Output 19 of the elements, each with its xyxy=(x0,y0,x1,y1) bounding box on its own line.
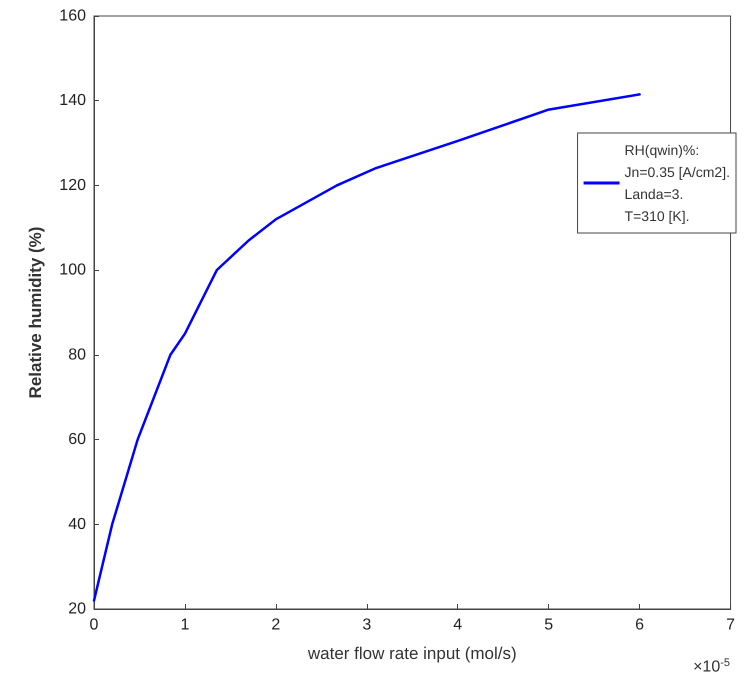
x-tick-label: 2 xyxy=(271,616,280,634)
y-tick-label: 100 xyxy=(59,262,86,279)
x-tick-label: 4 xyxy=(453,616,462,634)
y-axis-title: Relative humidity (%) xyxy=(26,226,45,398)
y-tick-label: 120 xyxy=(59,176,86,194)
y-tick-label: 20 xyxy=(68,600,86,618)
legend-label: RH(qwin)%: Jn=0.35 [A/cm2]. Landa=3. T=310 [K]. xyxy=(624,142,730,224)
y-tick-label: 40 xyxy=(68,516,86,533)
x-axis-title: water flow rate input (mol/s) xyxy=(306,644,517,663)
x-tick-label: 1 xyxy=(180,616,190,634)
y-tick-label: 160 xyxy=(59,8,86,24)
y-tick-label: 80 xyxy=(68,346,86,364)
x-tick-label: 0 xyxy=(90,616,99,634)
x-tick-label: 3 xyxy=(362,616,372,634)
y-tick-label: 140 xyxy=(59,92,86,110)
x-tick-label: 5 xyxy=(544,616,554,634)
x-tick-label: 7 xyxy=(726,616,736,634)
x-tick-label: 6 xyxy=(635,616,644,634)
y-tick-label: 60 xyxy=(68,431,86,448)
